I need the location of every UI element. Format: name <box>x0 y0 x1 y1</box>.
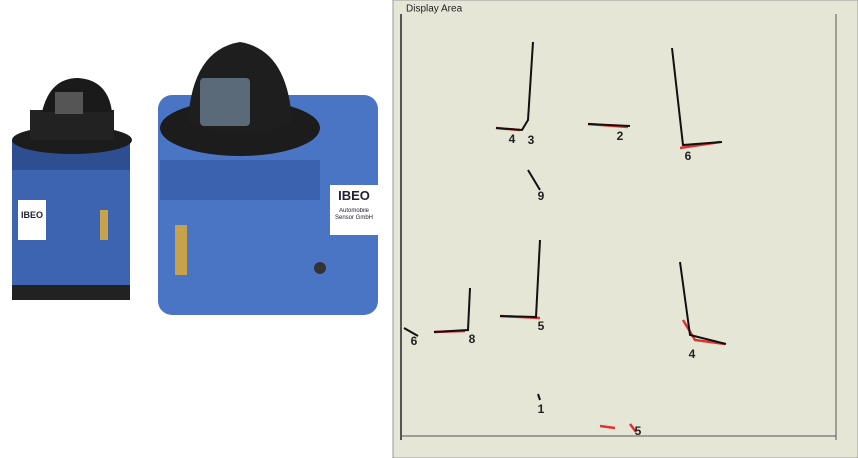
scanner-small: IBEO <box>12 78 132 300</box>
object-label: 3 <box>528 133 535 147</box>
object-label: 9 <box>538 189 545 203</box>
object-label: 6 <box>411 334 418 348</box>
display-panel: Display Area <box>392 0 858 458</box>
object-label: 4 <box>509 132 516 146</box>
object-label: 4 <box>689 347 696 361</box>
brand: IBEO <box>338 188 370 203</box>
object-label: 5 <box>538 319 545 333</box>
brand: IBEO <box>21 210 43 220</box>
panel-title: Display Area <box>406 4 463 15</box>
object-label: 2 <box>617 129 624 143</box>
object-label: 8 <box>469 332 476 346</box>
caption: Automobile Sensor GmbH <box>334 208 373 221</box>
object-label: 1 <box>538 402 545 416</box>
scanner-large: IBEO Automobile Sensor GmbH <box>158 42 378 315</box>
caption-box: Automobile Sensor GmbH <box>334 208 373 221</box>
object-label: 6 <box>685 149 692 163</box>
object-label: 5 <box>635 424 642 438</box>
